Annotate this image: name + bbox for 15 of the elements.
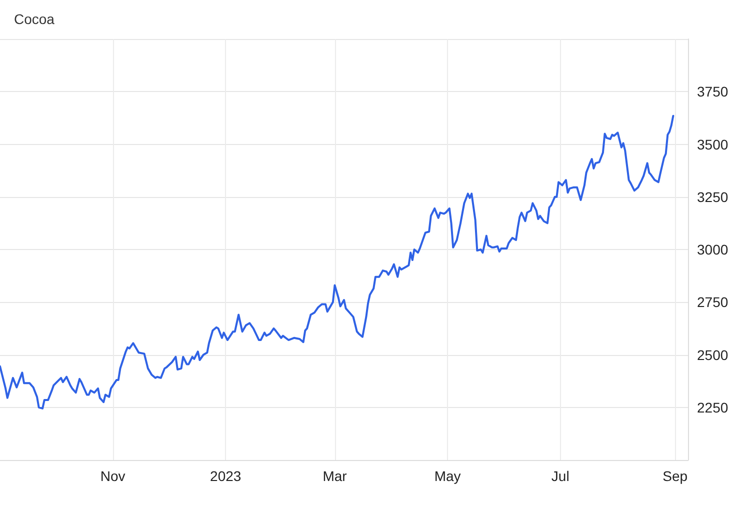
y-tick-label: 3750: [697, 84, 728, 100]
y-tick-label: 2250: [697, 399, 728, 416]
x-tick-label: 2023: [210, 468, 242, 484]
y-tick-label: 2500: [697, 346, 728, 363]
x-tick-label: Mar: [322, 468, 348, 484]
x-tick-label: Sep: [662, 468, 688, 484]
x-tick-label: Nov: [100, 468, 126, 484]
y-tick-label: 2750: [697, 294, 728, 310]
y-tick-label: 3000: [697, 242, 728, 258]
chart-title: Cocoa: [14, 11, 55, 27]
line-series: [0, 114, 674, 410]
y-tick-label: 3250: [697, 188, 728, 205]
x-tick-label: May: [434, 468, 461, 484]
x-tick-label: Jul: [551, 468, 570, 484]
y-tick-label: 3500: [697, 136, 728, 152]
